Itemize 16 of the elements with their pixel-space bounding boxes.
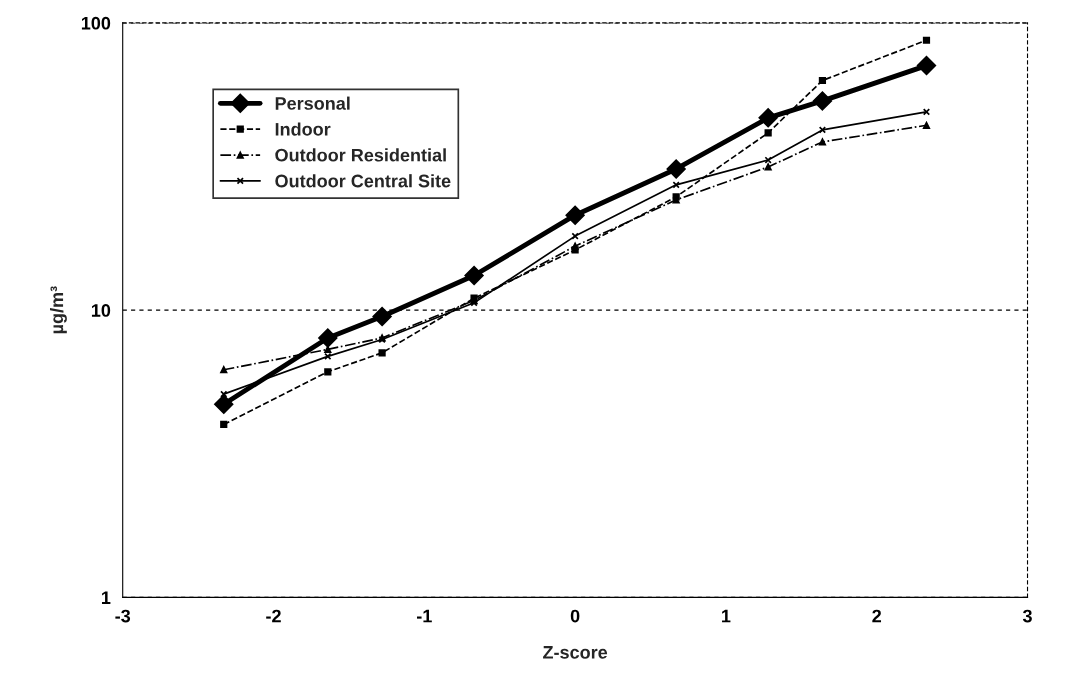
x-tick-label: 3 [1022,609,1032,623]
x-tick-label: 0 [570,609,580,623]
x-tick-label: -2 [266,609,281,623]
legend-label: Outdoor Residential [275,148,446,162]
legend-label: Indoor [275,122,331,136]
y-tick-label: 10 [91,304,111,317]
legend-label: Outdoor Central Site [275,174,451,188]
y-tick-label: 1 [102,591,111,604]
x-axis-title: Z-score [543,646,608,659]
x-tick-label: -3 [115,609,131,623]
y-tick-label: 100 [81,16,111,30]
x-tick-label: 1 [722,609,731,623]
y-axis-title: µg/m³ [49,286,67,334]
legend-label: Personal [275,96,350,110]
x-tick-label: 2 [872,609,882,623]
x-tick-label: -1 [416,609,432,623]
